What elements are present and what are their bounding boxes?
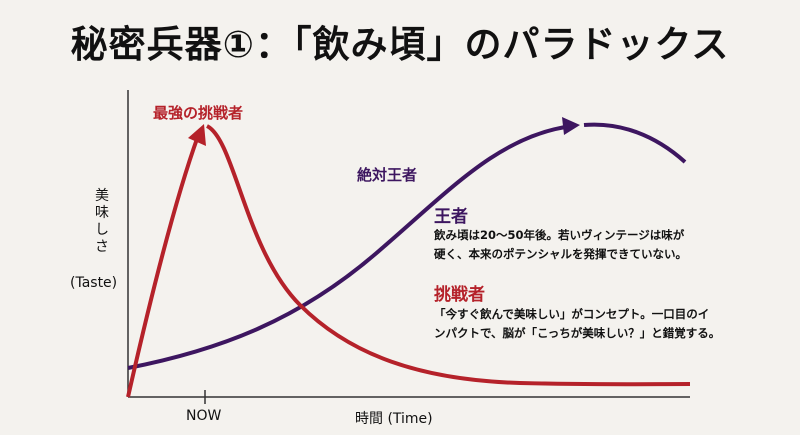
challenger-curve-decline — [205, 124, 691, 387]
king-legend-line-2: 硬く、本来のポテンシャルを発揮できていない。 — [434, 247, 687, 261]
challenger-legend-heading: 挑戦者 — [434, 285, 485, 305]
challenger-curve-rise — [126, 135, 200, 398]
challenger-arrowhead — [188, 124, 206, 146]
x-axis-label: 時間 (Time) — [355, 411, 433, 427]
challenger-legend-line-1: 「今すぐ飲んで美味しい」がコンセプト。一口目のイ — [434, 307, 710, 321]
king-legend-line-1: 飲み頃は20〜50年後。若いヴィンテージは味が — [434, 228, 685, 242]
y-axis-label: 美味しさ — [95, 188, 109, 255]
y-axis-label-en: (Taste) — [70, 275, 118, 291]
king-legend-heading: 王者 — [434, 207, 468, 227]
page-title: 秘密兵器①：「飲み頃」のパラドックス — [70, 23, 730, 66]
x-tick-now: NOW — [186, 408, 222, 424]
challenger-curve-label: 最強の挑戦者 — [153, 104, 244, 122]
king-curve — [127, 124, 573, 370]
challenger-legend-line-2: ンパクトで、脳が「こっちが美味しい？」と錯覚する。 — [434, 326, 721, 340]
king-curve-decline — [583, 122, 687, 164]
king-curve-label: 絶対王者 — [357, 166, 418, 184]
king-arrowhead — [562, 117, 580, 135]
